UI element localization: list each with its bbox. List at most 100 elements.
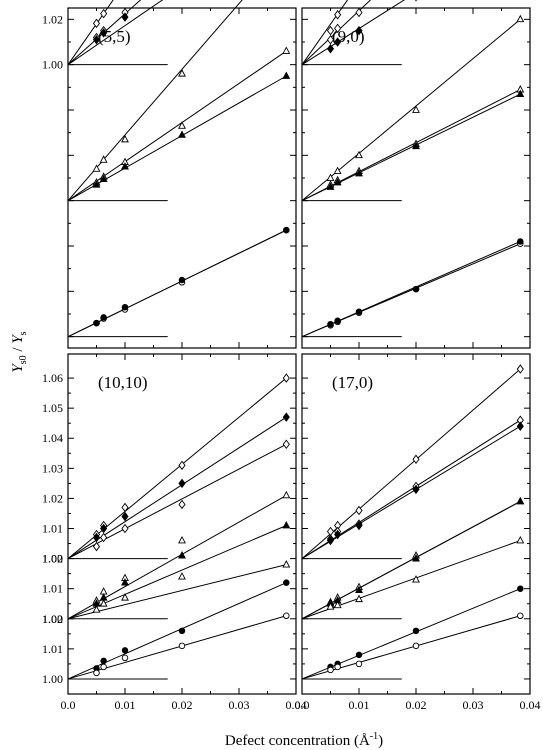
fit-line — [67, 582, 287, 680]
data-point — [327, 320, 334, 328]
x-tick-label: 0.03 — [463, 698, 484, 712]
fit-line — [67, 377, 287, 559]
data-point — [92, 541, 101, 552]
data-point — [178, 460, 186, 471]
data-point — [412, 285, 420, 293]
data-point — [283, 226, 290, 234]
data-point — [178, 276, 186, 284]
x-tick-label: 0.0 — [61, 698, 76, 712]
data-point — [412, 141, 420, 150]
data-point — [516, 14, 525, 23]
data-point — [355, 585, 363, 594]
data-point — [412, 642, 420, 650]
y-tick-label: 1.04 — [42, 431, 63, 445]
data-point — [326, 182, 335, 190]
data-point — [92, 605, 101, 613]
data-point — [121, 12, 129, 22]
data-point — [283, 579, 290, 586]
y-tick-label: 1.01 — [42, 522, 63, 536]
data-point — [282, 560, 291, 568]
data-point — [517, 585, 524, 592]
x-tick-label: 0.01 — [115, 698, 136, 712]
data-point — [121, 593, 129, 601]
data-point — [121, 654, 129, 662]
data-point — [355, 520, 363, 531]
data-point — [355, 168, 363, 177]
data-point — [355, 594, 363, 603]
data-point — [333, 166, 342, 175]
y-tick-label: 1.00 — [42, 552, 63, 566]
data-point — [121, 511, 129, 522]
data-point — [282, 46, 291, 54]
data-point — [178, 478, 186, 489]
data-point — [92, 18, 101, 29]
panel-frame — [301, 7, 531, 349]
data-point — [516, 89, 525, 97]
fit-line — [67, 615, 287, 680]
y-tick-label: 1.02 — [42, 552, 63, 566]
data-point — [92, 180, 101, 188]
fit-line — [301, 425, 521, 560]
data-point — [282, 373, 290, 383]
fit-line — [301, 500, 521, 620]
fit-line — [301, 615, 521, 680]
data-point — [100, 28, 108, 38]
data-point — [516, 496, 525, 505]
data-point — [334, 23, 342, 34]
data-point — [178, 130, 186, 138]
data-point — [282, 520, 291, 529]
data-point — [282, 71, 291, 79]
data-point — [121, 523, 129, 534]
panel-1: (9,0) — [301, 0, 531, 349]
data-point — [121, 647, 129, 654]
y-tick-label: 1.00 — [42, 612, 63, 626]
y-tick-label: 1.00 — [42, 672, 63, 686]
data-point — [121, 134, 129, 143]
y-tick-label: 1.02 — [42, 612, 63, 626]
data-point — [100, 663, 107, 671]
data-point — [178, 121, 186, 129]
data-point — [334, 663, 341, 671]
data-point — [355, 7, 363, 18]
panel-3: 0.0 0.01 0.02 0.03 0.04 (17,0) — [295, 353, 541, 712]
data-point — [93, 319, 100, 327]
x-tick-label: 0.0 — [295, 698, 310, 712]
data-point — [412, 105, 420, 113]
data-point — [516, 421, 524, 431]
data-point — [100, 523, 108, 534]
data-point — [100, 657, 107, 665]
x-tick-label: 0.02 — [172, 698, 193, 712]
data-point — [178, 572, 186, 580]
data-point — [92, 34, 101, 45]
fit-line — [301, 241, 521, 338]
data-point — [334, 529, 342, 540]
data-point — [178, 627, 186, 635]
data-point — [92, 532, 101, 543]
data-point — [414, 0, 418, 2]
y-axis-title: Ys0 / Ys — [10, 331, 29, 372]
data-point — [334, 37, 342, 47]
data-point — [178, 551, 186, 559]
data-point — [326, 44, 335, 54]
y-tick-label: 1.03 — [42, 461, 63, 475]
data-point — [516, 535, 525, 544]
fit-line — [67, 229, 287, 338]
data-point — [412, 554, 420, 562]
data-point — [178, 535, 186, 544]
data-point — [412, 627, 420, 635]
x-tick-label: 0.04 — [286, 698, 307, 712]
x-tick-label: 0.01 — [349, 698, 370, 712]
data-point — [517, 238, 524, 245]
data-point — [121, 578, 129, 586]
data-point — [326, 34, 335, 45]
fit-line — [301, 419, 521, 560]
data-point — [412, 484, 420, 495]
data-point — [282, 439, 290, 450]
data-point — [327, 666, 334, 674]
data-point — [121, 502, 129, 513]
data-point — [178, 499, 186, 510]
data-point — [121, 162, 129, 170]
data-point — [412, 575, 420, 583]
data-point — [283, 612, 290, 620]
